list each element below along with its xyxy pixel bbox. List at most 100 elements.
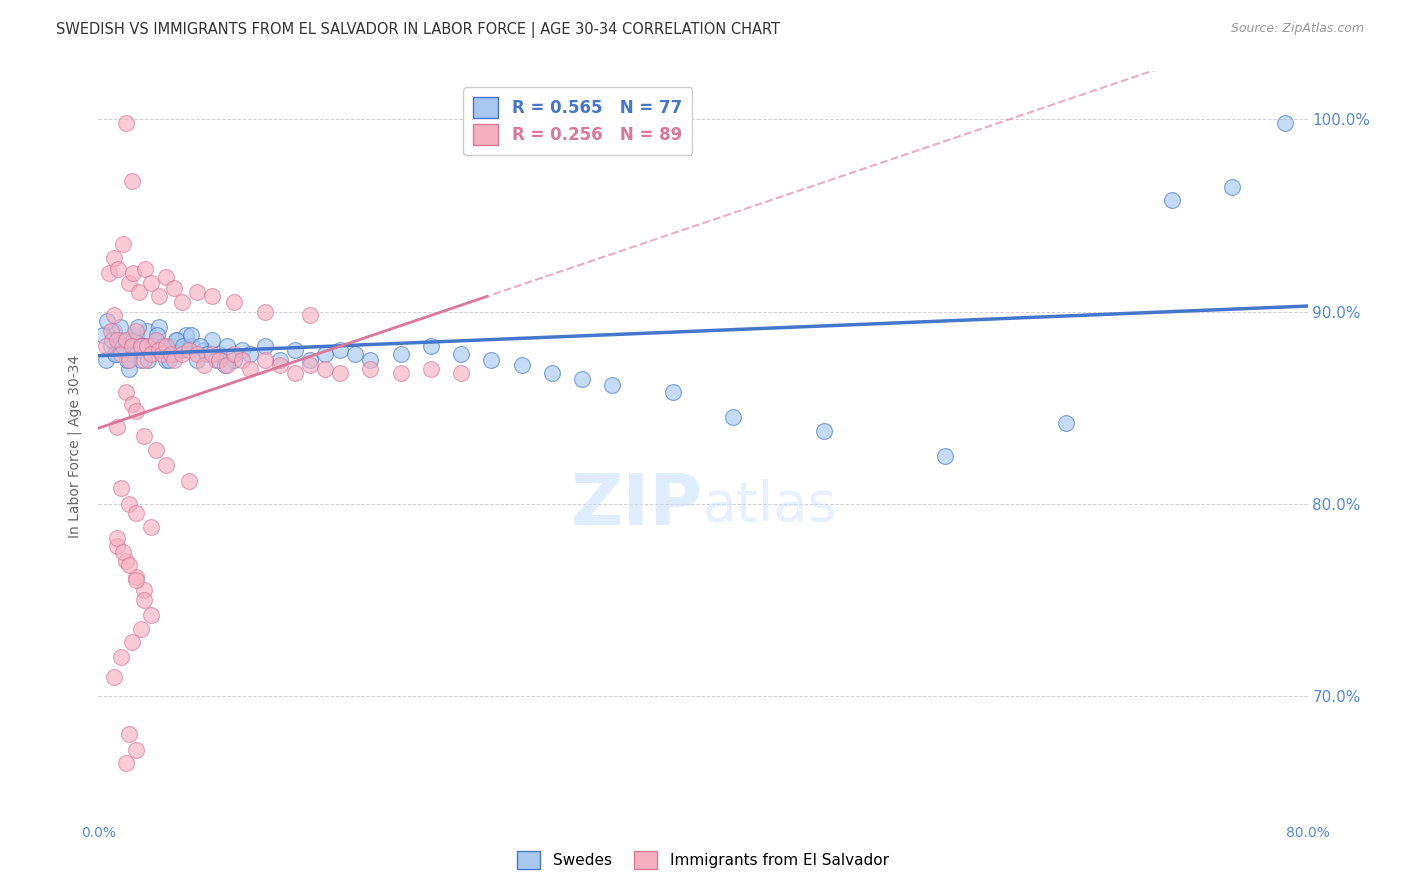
Point (253, 352, 276, 367)
Point (314, 347, 336, 361)
Point (98, 266, 121, 280)
Point (193, 359, 215, 373)
Point (360, 362, 382, 376)
Point (205, 352, 228, 367)
Point (159, 352, 181, 367)
Point (141, 608, 163, 623)
Point (186, 352, 208, 367)
Point (94, 352, 117, 367)
Point (145, 334, 167, 348)
Point (104, 347, 127, 361)
Point (170, 347, 193, 361)
Point (105, 347, 128, 361)
Point (118, 727, 141, 741)
Point (111, 237, 134, 252)
Point (121, 347, 143, 361)
Point (1220, 179, 1243, 194)
Point (540, 366, 562, 380)
Point (132, 429, 155, 443)
Point (180, 327, 202, 342)
Point (239, 362, 262, 376)
Point (253, 304, 276, 318)
Point (510, 359, 533, 373)
Point (110, 334, 132, 348)
Point (208, 352, 231, 367)
Point (103, 251, 125, 265)
Point (172, 339, 194, 353)
Point (208, 347, 231, 361)
Point (91, 327, 114, 342)
Point (239, 347, 262, 361)
Point (105, 531, 128, 545)
Point (148, 319, 170, 334)
Point (114, 334, 136, 348)
Point (344, 347, 367, 361)
Point (314, 362, 336, 376)
Point (186, 347, 208, 361)
Point (110, 481, 132, 495)
Point (214, 359, 236, 373)
Point (450, 366, 472, 380)
Point (129, 352, 152, 367)
Point (114, 116, 136, 130)
Point (114, 554, 136, 568)
Point (181, 339, 204, 353)
Point (105, 419, 128, 434)
Point (299, 359, 322, 373)
Point (155, 269, 177, 284)
Point (299, 352, 322, 367)
Point (129, 622, 152, 636)
Point (141, 276, 163, 290)
Point (103, 669, 125, 683)
Point (108, 319, 131, 334)
Point (132, 592, 155, 607)
Point (110, 650, 132, 665)
Point (160, 339, 183, 353)
Point (129, 339, 152, 353)
Point (224, 347, 246, 361)
Point (125, 404, 148, 418)
Point (125, 574, 148, 588)
Point (94, 339, 117, 353)
Point (1160, 193, 1182, 207)
Point (132, 339, 155, 353)
Point (110, 347, 132, 361)
Point (160, 347, 183, 361)
Point (150, 347, 173, 361)
Text: SWEDISH VS IMMIGRANTS FROM EL SALVADOR IN LABOR FORCE | AGE 30-34 CORRELATION CH: SWEDISH VS IMMIGRANTS FROM EL SALVADOR I… (56, 22, 780, 38)
Point (155, 458, 177, 473)
Point (132, 352, 155, 367)
Point (136, 352, 159, 367)
Point (215, 359, 238, 373)
Point (165, 334, 187, 348)
Point (125, 327, 148, 342)
Point (121, 397, 143, 411)
Point (115, 352, 138, 367)
Point (224, 352, 246, 367)
Point (141, 519, 163, 533)
Point (125, 742, 148, 756)
Point (420, 362, 443, 376)
Point (121, 339, 143, 353)
Point (481, 352, 503, 367)
Point (170, 294, 193, 309)
Point (150, 343, 173, 357)
Point (163, 352, 186, 367)
Point (121, 174, 143, 188)
Point (166, 334, 188, 348)
Point (135, 324, 157, 338)
Point (269, 359, 291, 373)
Point (231, 352, 253, 367)
Point (118, 497, 141, 511)
Point (284, 366, 307, 380)
Point (127, 319, 149, 334)
Point (231, 343, 253, 357)
Point (114, 385, 136, 400)
Text: Source: ZipAtlas.com: Source: ZipAtlas.com (1230, 22, 1364, 36)
Point (201, 289, 224, 303)
Point (163, 347, 186, 361)
Point (125, 569, 148, 583)
Point (118, 362, 141, 376)
Point (723, 410, 745, 425)
Point (114, 756, 136, 770)
